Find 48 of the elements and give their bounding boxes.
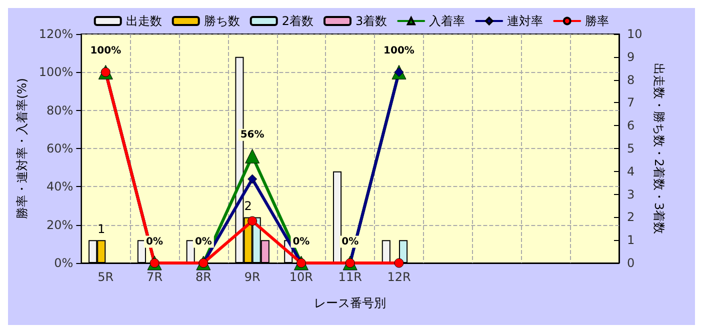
data-label: 1 [98, 222, 106, 236]
y2-tick-label: 6 [627, 118, 635, 133]
point [394, 258, 404, 268]
y2-tick-label: 2 [627, 210, 635, 224]
point [248, 174, 258, 184]
data-label: 0% [292, 236, 310, 248]
x-tick-label: 9R [244, 270, 260, 284]
legend-label: 2着数 [282, 14, 314, 28]
x-tick-label: 11R [338, 270, 362, 284]
y2-tick-label: 5 [627, 142, 635, 156]
x-tick-label: 7R [146, 270, 163, 284]
legend-label: 出走数 [126, 14, 162, 28]
y-tick-label: 60% [46, 142, 74, 156]
data-label: 100% [90, 45, 122, 56]
x-tick-label: 5R [98, 270, 114, 284]
legend-label: 3着数 [356, 14, 388, 28]
y2-tick-label: 1 [627, 233, 635, 248]
y2-tick-label: 8 [627, 72, 635, 87]
data-label: 0% [194, 236, 212, 248]
data-label: 2 [244, 199, 252, 214]
x-tick-label: 8R [195, 270, 212, 284]
x-tick-label: 12R [387, 270, 411, 284]
y-tick-label: 20% [46, 218, 74, 232]
y-tick-label: 120% [38, 27, 74, 41]
data-label: 0% [342, 236, 359, 248]
legend-label: 入着率 [429, 14, 466, 28]
y2-tick-label: 3 [627, 187, 635, 202]
x-tick-label: 10R [289, 270, 314, 284]
x-axis-title: レース番号別 [314, 296, 386, 310]
y-tick-label: 0% [54, 256, 74, 270]
y2-axis-title: 出走数・勝ち数・2着数・3着数 [652, 62, 666, 234]
y-tick-label: 100% [38, 65, 74, 80]
y2-tick-label: 4 [627, 164, 635, 178]
y-tick-label: 40% [46, 180, 74, 194]
y2-tick-label: 9 [627, 50, 635, 64]
y-tick-label: 80% [46, 103, 74, 118]
point [248, 216, 258, 226]
y2-tick-label: 10 [627, 27, 642, 41]
point [245, 148, 260, 164]
legend-label: 連対率 [507, 14, 544, 28]
data-label: 100% [384, 45, 414, 56]
y-axis-title: 勝率・連対率・入着率(%) [15, 78, 29, 219]
y2-tick-label: 0 [627, 256, 635, 270]
legend-label: 勝ち数 [204, 14, 240, 28]
legend-label: 勝率 [585, 14, 610, 28]
data-label: 56% [240, 129, 264, 140]
y2-tick-label: 7 [627, 96, 635, 110]
data-label: 0% [146, 236, 164, 248]
